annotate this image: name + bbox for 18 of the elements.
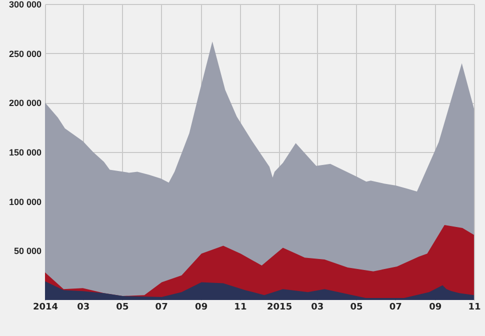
y-tick-label: 300 000 xyxy=(8,0,42,10)
y-tick-label: 200 000 xyxy=(8,98,42,108)
x-tick-label: 11 xyxy=(468,302,481,312)
x-tick-label: 07 xyxy=(389,302,402,312)
x-tick-label: 09 xyxy=(195,302,208,312)
x-tick-label: 03 xyxy=(311,302,324,312)
y-tick-label: 50 000 xyxy=(14,246,42,256)
x-tick-label: 09 xyxy=(429,302,442,312)
x-tick-label: 05 xyxy=(350,302,363,312)
y-tick-label: 100 000 xyxy=(8,196,42,207)
x-tick-label: 2015 xyxy=(267,302,292,312)
x-tick-label: 07 xyxy=(155,302,168,312)
x-tick-label: 03 xyxy=(77,302,90,312)
x-tick-label: 2014 xyxy=(32,302,58,312)
x-tick-label: 05 xyxy=(116,302,129,312)
x-tick-label: 11 xyxy=(234,302,247,312)
y-tick-label: 150 000 xyxy=(8,148,42,158)
y-tick-label: 250 000 xyxy=(8,48,42,59)
